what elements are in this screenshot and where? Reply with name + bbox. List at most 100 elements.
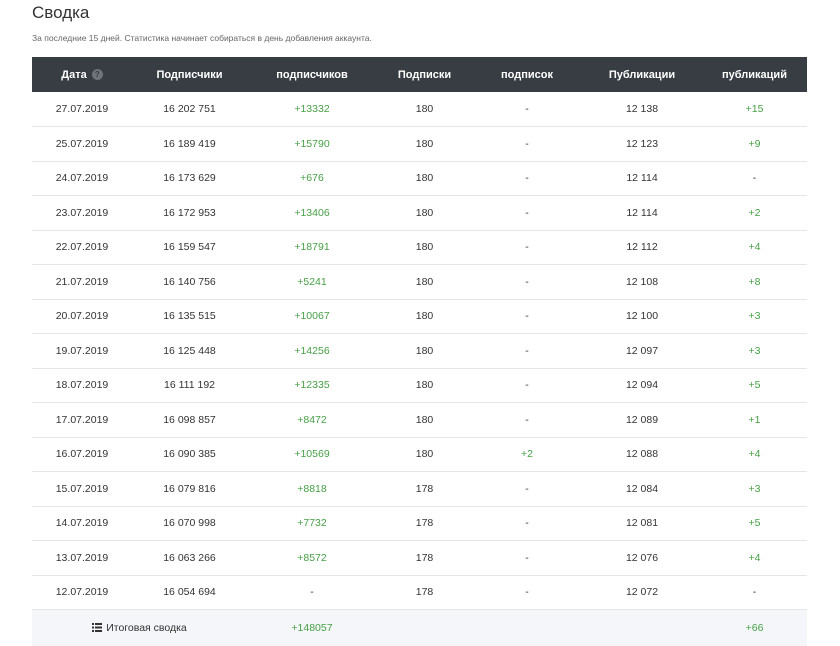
cell-posts: 12 100 — [625, 310, 659, 323]
cell-following: 180 — [415, 275, 434, 288]
table-row: 27.07.2019 16 202 751 +13332 180 - 12 138 +15 — [32, 92, 807, 127]
table-row: 19.07.2019 16 125 448 +14256 180 - 12 097 +3 — [32, 334, 807, 368]
summary-table: Дата? Подписчики подписчиков Подписки по… — [32, 57, 807, 646]
cell-following-change: - — [525, 206, 529, 219]
summary-row: Итоговая сводка +148057 +66 — [32, 609, 807, 646]
cell-date: 12.07.2019 — [55, 586, 109, 599]
cell-following: 180 — [415, 103, 434, 115]
cell-following-change: - — [525, 517, 529, 530]
cell-followers-change: +12335 — [294, 379, 330, 392]
cell-posts: 12 108 — [625, 275, 659, 288]
header-following[interactable]: Подписки — [397, 68, 452, 81]
cell-posts-change: +3 — [748, 344, 761, 357]
cell-following: 178 — [415, 517, 434, 530]
cell-following-change: - — [525, 172, 529, 185]
table-row: 12.07.2019 16 054 694 - 178 - 12 072 - — [32, 575, 807, 610]
cell-followers-change: +14256 — [294, 344, 330, 357]
table-row: 13.07.2019 16 063 266 +8572 178 - 12 076 +4 — [32, 541, 807, 575]
table-header-row: Дата? Подписчики подписчиков Подписки по… — [32, 57, 807, 92]
cell-following: 180 — [415, 137, 434, 150]
cell-followers-change: +10067 — [294, 310, 330, 323]
cell-following: 178 — [415, 586, 434, 599]
cell-followers: 16 054 694 — [163, 586, 216, 599]
table-row: 25.07.2019 16 189 419 +15790 180 - 12 123 +9 — [32, 127, 807, 161]
cell-date: 17.07.2019 — [55, 413, 109, 426]
cell-followers: 16 063 266 — [163, 551, 216, 564]
cell-posts: 12 089 — [625, 413, 659, 426]
list-icon — [92, 623, 103, 633]
cell-posts-change: +4 — [748, 448, 761, 461]
cell-following-change: - — [525, 310, 529, 323]
cell-followers: 16 098 857 — [163, 413, 216, 426]
cell-date: 18.07.2019 — [55, 379, 109, 392]
summary-empty — [377, 610, 472, 646]
cell-followers-change: +13406 — [294, 206, 330, 219]
cell-followers-change: +10569 — [294, 448, 330, 461]
cell-followers-change: +676 — [300, 172, 324, 185]
table-row: 21.07.2019 16 140 756 +5241 180 - 12 108 +8 — [32, 265, 807, 299]
cell-date: 16.07.2019 — [55, 448, 109, 461]
cell-followers: 16 173 629 — [163, 172, 216, 185]
table-row: 24.07.2019 16 173 629 +676 180 - 12 114 - — [32, 161, 807, 196]
cell-date: 22.07.2019 — [55, 241, 109, 254]
cell-following-change: - — [525, 551, 529, 564]
cell-followers-change: +8572 — [297, 551, 327, 564]
cell-posts: 12 094 — [625, 379, 659, 392]
cell-following: 180 — [415, 413, 434, 426]
cell-date: 21.07.2019 — [55, 275, 109, 288]
question-circle-icon[interactable]: ? — [91, 69, 103, 81]
cell-date: 23.07.2019 — [55, 206, 109, 219]
summary-label: Итоговая сводка — [106, 621, 187, 634]
cell-followers: 16 070 998 — [163, 517, 216, 530]
table-row: 20.07.2019 16 135 515 +10067 180 - 12 100 +3 — [32, 299, 807, 334]
cell-followers-change: - — [310, 586, 314, 599]
cell-followers-change: +18791 — [294, 241, 330, 254]
cell-posts: 12 084 — [625, 482, 659, 495]
cell-following-change: - — [525, 379, 529, 392]
cell-posts-change: +8 — [748, 275, 761, 288]
cell-date: 13.07.2019 — [55, 551, 109, 564]
cell-posts-change: +3 — [748, 482, 761, 495]
cell-following-change: - — [525, 413, 529, 426]
summary-posts-change: +66 — [745, 621, 764, 634]
table-row: 23.07.2019 16 172 953 +13406 180 - 12 114 +2 — [32, 196, 807, 230]
cell-followers: 16 189 419 — [163, 137, 216, 150]
cell-posts: 12 112 — [626, 241, 658, 254]
cell-date: 27.07.2019 — [55, 103, 109, 115]
header-followers-change[interactable]: подписчиков — [276, 68, 348, 81]
cell-date: 15.07.2019 — [55, 482, 109, 495]
cell-posts-change: - — [752, 586, 757, 599]
cell-followers: 16 079 816 — [163, 482, 216, 495]
cell-followers: 16 090 385 — [163, 448, 216, 461]
cell-followers: 16 111 192 — [164, 379, 215, 392]
table-row: 22.07.2019 16 159 547 +18791 180 - 12 112 +4 — [32, 230, 807, 265]
cell-posts-change: +9 — [748, 137, 761, 150]
cell-date: 19.07.2019 — [55, 344, 109, 357]
header-date[interactable]: Дата? — [32, 57, 132, 92]
summary-empty — [472, 610, 582, 646]
table-body: 27.07.2019 16 202 751 +13332 180-12 138 +15 2… — [32, 92, 807, 610]
cell-posts: 12 081 — [625, 517, 659, 530]
cell-posts: 12 088 — [625, 448, 659, 461]
header-followers[interactable]: Подписчики — [156, 68, 223, 81]
header-posts-change[interactable]: публикаций — [722, 68, 787, 81]
header-posts[interactable]: Публикации — [608, 68, 676, 81]
cell-following: 180 — [415, 448, 434, 461]
summary-label-cell[interactable]: Итоговая сводка — [32, 610, 247, 646]
cell-posts: 12 097 — [625, 344, 659, 357]
cell-followers: 16 135 515 — [163, 310, 216, 323]
cell-following: 180 — [415, 172, 434, 185]
cell-followers-change: +13332 — [294, 103, 330, 115]
cell-posts-change: +4 — [748, 551, 761, 564]
table-row: 18.07.2019 16 111 192 +12335 180 - 12 094 +5 — [32, 368, 807, 403]
cell-following: 180 — [415, 310, 434, 323]
cell-followers: 16 172 953 — [163, 206, 216, 219]
cell-followers: 16 202 751 — [163, 103, 216, 115]
cell-posts: 12 076 — [625, 551, 659, 564]
table-row: 14.07.2019 16 070 998 +7732 178 - 12 081 +5 — [32, 506, 807, 541]
cell-followers-change: +15790 — [294, 137, 330, 150]
cell-date: 14.07.2019 — [55, 517, 109, 530]
summary-empty — [582, 610, 702, 646]
cell-date: 20.07.2019 — [55, 310, 109, 323]
header-following-change[interactable]: подписок — [501, 68, 553, 81]
